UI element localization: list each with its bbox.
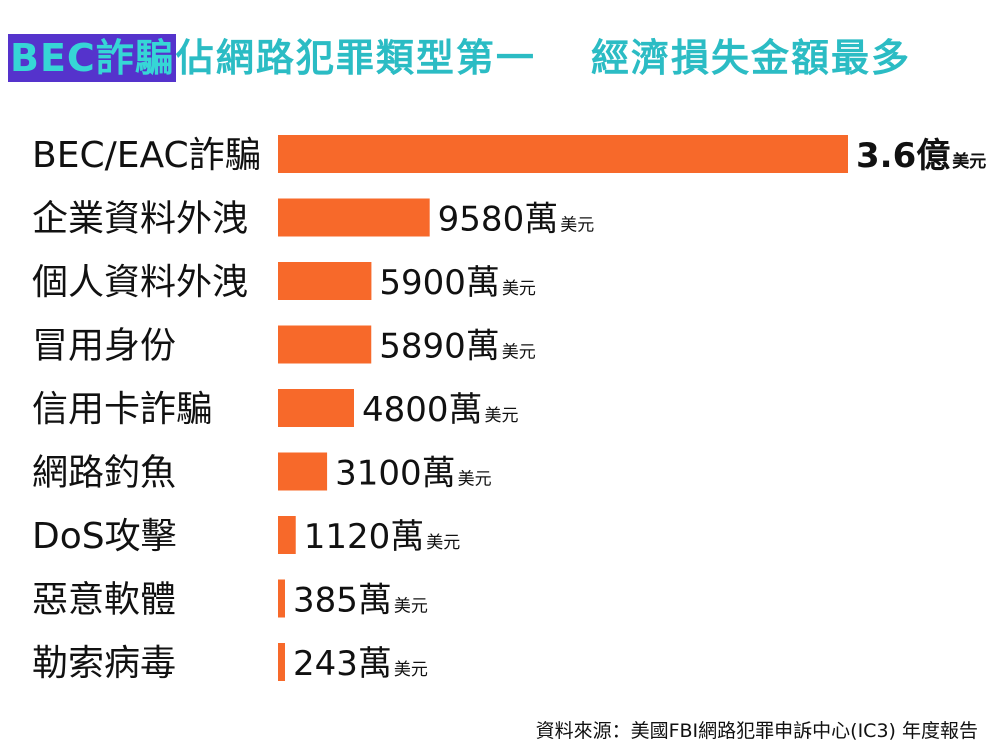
data-label: 3100萬 美元 [335,454,492,494]
category-label: 冒用身份 [32,326,176,367]
category-label: 惡意軟體 [32,580,176,621]
category-label: 勒索病毒 [32,643,176,684]
data-label: 4800萬 美元 [362,390,519,430]
category-label: DoS攻擊 [32,516,177,557]
title-highlight: BEC詐騙 [8,34,176,82]
bar [278,135,848,173]
bar [278,516,296,554]
category-label: 個人資料外洩 [32,262,248,303]
category-label: 信用卡詐騙 [32,389,212,430]
data-label: 5890萬 美元 [379,327,536,367]
title-text: 佔網路犯罪類型第一 經濟損失金額最多 [175,36,912,80]
data-label: 1120萬 美元 [304,517,461,557]
data-label: 9580萬 美元 [438,200,595,240]
data-label: 243萬 美元 [293,644,428,684]
bar [278,579,285,618]
category-label: 企業資料外洩 [32,199,248,240]
chart-title: BEC詐騙 佔網路犯罪類型第一 經濟損失金額最多 [8,33,911,83]
bar [278,452,328,491]
category-label: BEC/EAC詐騙 [32,135,261,176]
bar [278,643,285,681]
data-label: 385萬 美元 [293,581,428,621]
data-label: 3.6億 美元 [856,136,986,176]
bar [278,325,372,364]
bar [278,198,430,237]
bar [278,262,372,300]
data-label: 5900萬 美元 [379,263,536,303]
category-label: 網路釣魚 [32,453,176,494]
source-note: 資料來源：美國FBI網路犯罪申訴中心(IC3) 年度報告 [535,720,978,742]
bar [278,389,354,427]
